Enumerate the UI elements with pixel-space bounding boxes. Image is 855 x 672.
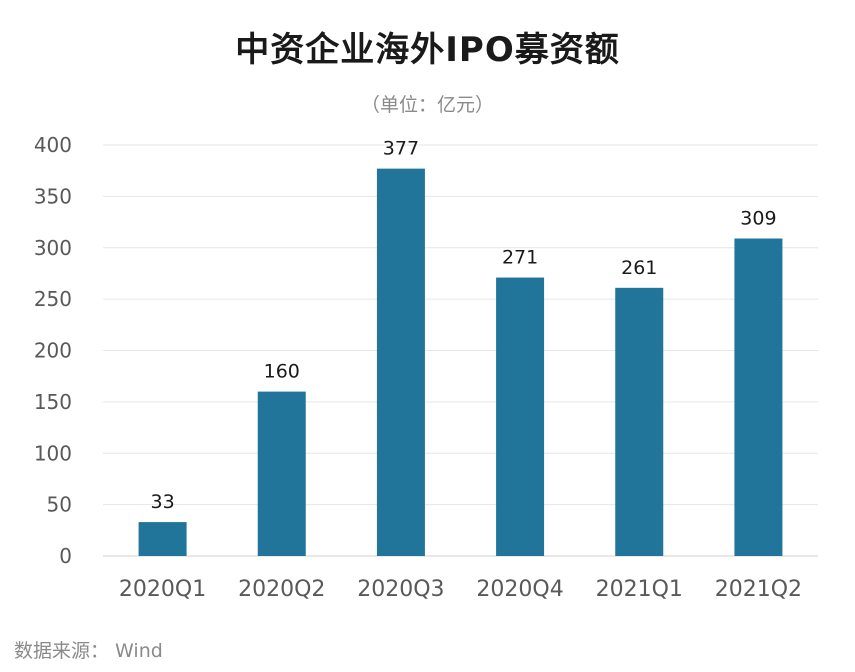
y-tick-label: 100 (34, 441, 72, 465)
y-tick-label: 150 (34, 390, 72, 414)
bar (257, 391, 306, 556)
chart-subtitle: （单位：亿元） (360, 94, 494, 116)
bar (496, 277, 545, 556)
y-tick-label: 300 (34, 236, 72, 260)
data-label: 377 (383, 138, 419, 160)
data-label: 33 (150, 491, 174, 513)
chart-title: 中资企业海外IPO募资额 (235, 30, 620, 70)
chart-source: 数据来源： Wind (14, 640, 163, 662)
y-tick-label: 400 (34, 133, 72, 157)
y-tick-label: 50 (47, 493, 72, 517)
data-label: 271 (502, 247, 538, 269)
data-label: 309 (740, 208, 776, 230)
x-tick-label: 2021Q2 (715, 577, 802, 602)
bar (734, 238, 783, 556)
x-tick-label: 2020Q2 (238, 577, 325, 602)
bar (376, 168, 425, 556)
y-tick-label: 200 (34, 339, 72, 363)
x-tick-label: 2020Q4 (476, 577, 563, 602)
x-tick-label: 2020Q3 (357, 577, 444, 602)
data-label: 261 (621, 257, 657, 279)
x-tick-label: 2020Q1 (119, 577, 206, 602)
y-tick-label: 350 (34, 184, 72, 208)
bar (138, 522, 187, 556)
data-label: 160 (264, 361, 300, 383)
y-tick-label: 250 (34, 287, 72, 311)
bar (615, 287, 664, 556)
x-tick-label: 2021Q1 (596, 577, 683, 602)
y-tick-label: 0 (59, 544, 72, 568)
